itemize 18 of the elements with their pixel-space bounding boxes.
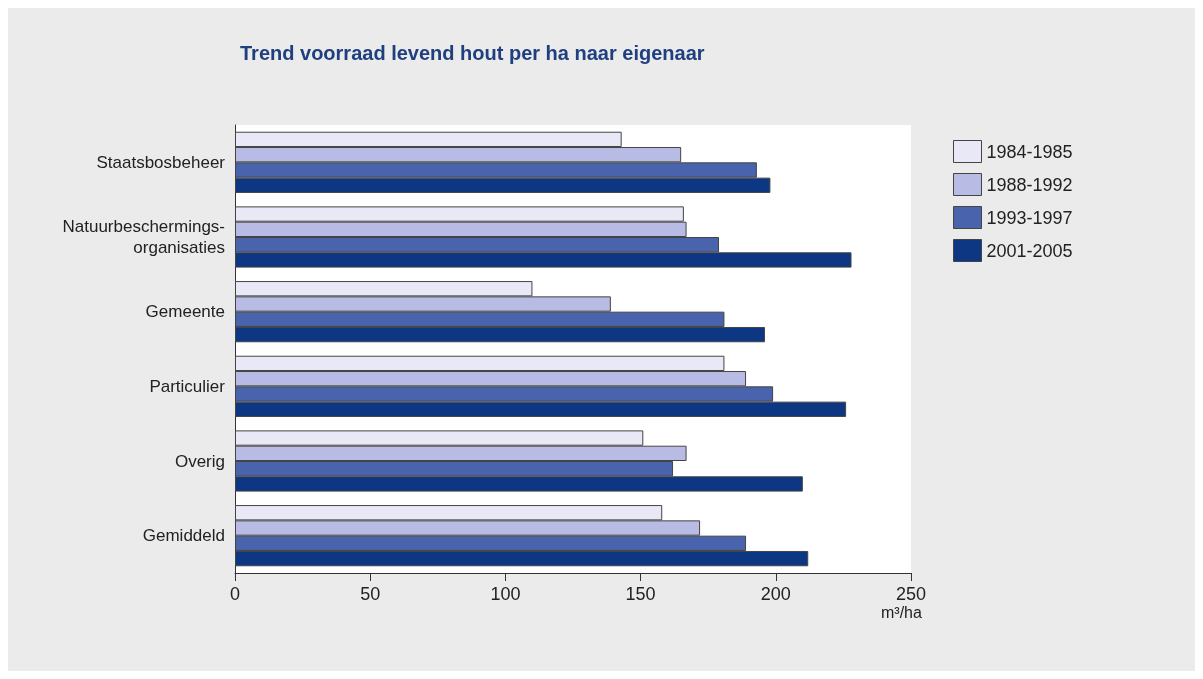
legend-label: 2001-2005	[986, 240, 1073, 261]
x-axis-title: m³/ha	[881, 603, 922, 621]
y-tick-label: Natuurbeschermings- organisaties	[62, 217, 225, 257]
x-tick-label: 250	[895, 584, 927, 604]
legend-label: 1988-1992	[986, 174, 1073, 195]
y-tick-label: Overig	[174, 451, 225, 471]
x-tick-label: 200	[760, 584, 791, 604]
y-tick-label: Staatsbosbeheer	[96, 152, 226, 172]
x-tick-label: 0	[229, 584, 241, 604]
x-tick-label: 50	[360, 584, 381, 604]
legend-label: 1984-1985	[986, 141, 1073, 162]
chart-title: Trend voorraad levend hout per ha naar eigenaar	[240, 42, 705, 64]
y-tick-label: Particulier	[149, 376, 226, 396]
x-tick-label: 100	[490, 584, 521, 604]
y-tick-label: Gemiddeld	[142, 526, 225, 546]
legend-label: 1993-1997	[986, 207, 1073, 228]
y-tick-label: Gemeente	[145, 302, 225, 322]
x-tick-label: 150	[625, 584, 656, 604]
